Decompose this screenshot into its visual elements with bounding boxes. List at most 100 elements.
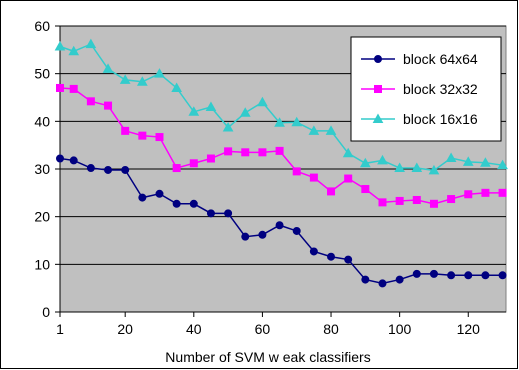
data-point-s1-19 (378, 279, 387, 288)
data-point-s2-2 (86, 97, 95, 106)
data-point-s2-17 (344, 174, 353, 183)
data-point-s1-17 (344, 255, 353, 264)
data-point-s3-3 (102, 63, 114, 73)
legend-marker-3 (372, 113, 384, 123)
data-point-s2-20 (395, 196, 404, 205)
data-point-s3-15 (308, 125, 320, 135)
data-point-s1-23 (447, 271, 456, 280)
data-point-s1-1 (69, 156, 78, 165)
data-point-s2-1 (69, 84, 78, 93)
data-point-s2-14 (292, 167, 301, 176)
data-point-s2-25 (481, 188, 490, 197)
data-point-s2-19 (378, 198, 387, 207)
data-point-s1-2 (86, 164, 95, 173)
data-point-s1-13 (275, 221, 284, 230)
data-point-s2-18 (361, 185, 370, 194)
data-point-s3-9 (205, 101, 217, 112)
series-3 (54, 38, 508, 175)
data-point-s3-16 (325, 125, 337, 135)
legend-label-2: block 32x32 (403, 81, 478, 97)
x-tick-label-100: 100 (388, 321, 412, 337)
data-point-s1-14 (292, 226, 301, 235)
data-point-s1-20 (395, 275, 404, 284)
data-point-s3-18 (359, 157, 371, 168)
legend-label-1: block 64x64 (403, 51, 478, 67)
data-point-s3-12 (257, 96, 268, 107)
y-tick-label-30: 30 (34, 161, 50, 177)
data-point-s3-17 (342, 147, 354, 158)
data-point-s2-9 (206, 154, 215, 163)
data-point-s2-13 (275, 146, 284, 155)
y-tick-label-60: 60 (34, 18, 50, 34)
y-tick-label-10: 10 (34, 256, 50, 272)
data-point-s3-0 (54, 40, 66, 51)
data-point-s3-7 (171, 82, 183, 92)
x-tick-label-60: 60 (255, 321, 271, 337)
data-point-s3-10 (222, 122, 234, 132)
y-tick-label-20: 20 (34, 209, 50, 225)
x-tick-label-40: 40 (186, 321, 202, 337)
y-tick-label-0: 0 (42, 304, 50, 320)
data-point-s3-14 (291, 116, 303, 127)
data-point-s2-10 (224, 147, 233, 156)
x-axis-label: Number of SVM w eak classifiers (165, 349, 370, 365)
data-point-s2-7 (172, 164, 181, 173)
data-point-s3-1 (68, 45, 80, 56)
data-point-s2-26 (498, 188, 507, 197)
data-point-s3-5 (136, 76, 148, 86)
data-point-s2-22 (429, 199, 438, 208)
data-point-s1-0 (56, 154, 64, 163)
data-point-s3-8 (188, 106, 200, 116)
data-point-s1-12 (258, 230, 267, 239)
data-point-s2-23 (447, 195, 456, 204)
legend-label-3: block 16x16 (403, 111, 478, 127)
x-tick-label-120: 120 (457, 321, 481, 337)
data-point-s2-6 (155, 133, 164, 142)
series-group (54, 38, 508, 288)
data-point-s1-10 (224, 209, 233, 218)
data-point-s3-21 (411, 162, 423, 173)
x-tick-label-1: 1 (56, 321, 64, 337)
data-point-s3-26 (497, 159, 508, 170)
data-point-s1-5 (138, 193, 147, 202)
legend: block 64x64 block 32x32 block 16x16 (350, 36, 502, 142)
data-point-s1-11 (241, 232, 250, 241)
data-point-s3-4 (119, 74, 131, 84)
data-point-s3-2 (85, 38, 97, 49)
data-point-s3-23 (445, 152, 457, 163)
data-point-s3-25 (480, 157, 491, 167)
x-tick-label-20: 20 (117, 321, 133, 337)
legend-marker-1 (374, 55, 382, 63)
data-point-s2-16 (327, 187, 336, 196)
data-point-s2-21 (412, 195, 421, 204)
data-point-s2-8 (189, 159, 198, 168)
data-point-s1-22 (429, 269, 438, 278)
data-point-s2-24 (464, 190, 473, 199)
data-point-s1-25 (481, 271, 490, 280)
data-point-s3-6 (154, 68, 165, 78)
data-point-s3-22 (428, 164, 440, 175)
data-point-s1-3 (104, 165, 113, 174)
data-point-s3-13 (274, 117, 285, 127)
data-point-s1-24 (464, 271, 473, 280)
data-point-s2-5 (138, 131, 147, 140)
data-point-s2-15 (309, 173, 318, 182)
data-point-s3-11 (239, 107, 251, 117)
data-point-s1-9 (206, 209, 215, 218)
data-point-s2-3 (104, 101, 113, 110)
data-point-s3-24 (462, 156, 474, 166)
series-1 (56, 154, 507, 288)
data-point-s2-4 (121, 126, 130, 135)
data-point-s2-12 (258, 148, 267, 157)
data-point-s1-4 (121, 165, 130, 174)
data-point-s1-8 (189, 199, 198, 208)
data-point-s3-20 (394, 162, 406, 173)
data-point-s1-6 (155, 189, 164, 198)
x-tick-label-80: 80 (323, 321, 339, 337)
data-point-s1-16 (327, 252, 336, 261)
legend-marker-2 (374, 85, 382, 93)
data-point-s1-18 (361, 275, 370, 284)
data-point-s2-11 (241, 148, 250, 157)
